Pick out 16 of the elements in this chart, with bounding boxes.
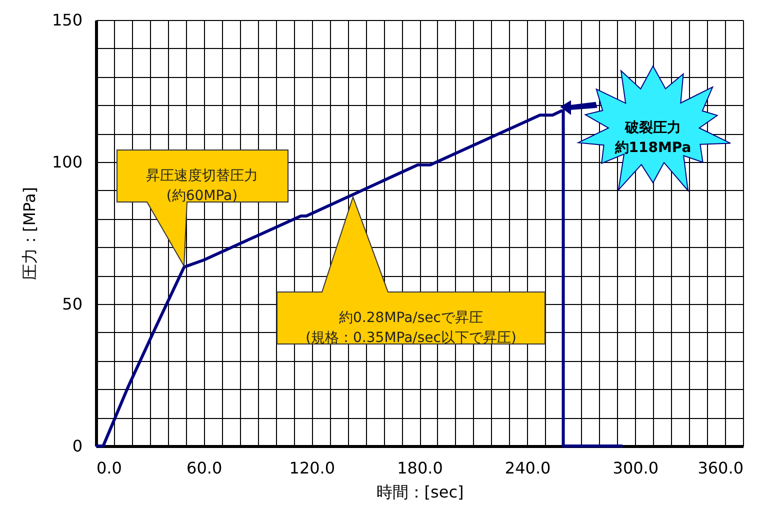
x-tick-label: 0.0 bbox=[96, 458, 122, 478]
x-axis-title: 時間：[sec] bbox=[376, 482, 464, 502]
y-tick-label: 150 bbox=[52, 10, 82, 30]
y-tick-label: 50 bbox=[62, 294, 82, 314]
x-tick-label: 360.0 bbox=[698, 458, 744, 478]
annotation: 破裂圧力約118MPa bbox=[614, 120, 692, 156]
y-tick-label: 100 bbox=[52, 152, 82, 172]
annotation: 約0.28MPa/secで昇圧 (規格：0.35MPa/sec以下で昇圧) bbox=[306, 310, 516, 346]
y-tick-label: 0 bbox=[72, 436, 82, 456]
y-axis-title: 圧力：[MPa] bbox=[20, 186, 39, 280]
x-tick-label: 60.0 bbox=[186, 458, 222, 478]
x-tick-label: 300.0 bbox=[612, 458, 659, 478]
x-tick-label: 180.0 bbox=[397, 458, 443, 478]
x-tick-label: 240.0 bbox=[504, 458, 551, 478]
annotation: 昇圧速度切替圧力 (約60MPa) bbox=[146, 168, 258, 204]
x-tick-label: 120.0 bbox=[289, 458, 336, 478]
